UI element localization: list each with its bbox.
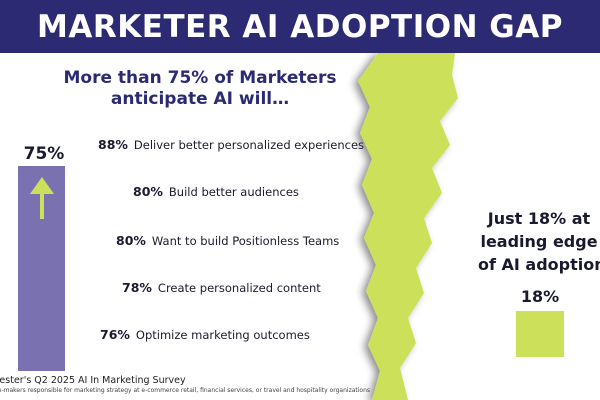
item-text: Want to build Positionless Teams bbox=[151, 234, 340, 248]
callout-line-2: leading edge bbox=[480, 232, 598, 251]
item-text: Build better audiences bbox=[168, 185, 299, 199]
footer-note: on-makers responsible for marketing stra… bbox=[0, 387, 371, 394]
page-title: MARKETER AI ADOPTION GAP bbox=[37, 8, 563, 45]
callout-text: Just 18% at leading edge of AI adoption bbox=[478, 207, 600, 276]
subtitle-line-1: More than 75% of Marketers bbox=[63, 68, 337, 88]
subtitle: More than 75% of Marketers anticipate AI… bbox=[50, 68, 350, 110]
item-text: Deliver better personalized experiences bbox=[133, 138, 365, 152]
footer-source: rrester's Q2 2025 AI In Marketing Survey bbox=[0, 375, 186, 386]
crack-divider bbox=[358, 53, 458, 400]
item-percent: 88% bbox=[98, 137, 128, 152]
callout-line-3: of AI adoption bbox=[478, 255, 600, 274]
list-item: 88% Deliver better personalized experienc… bbox=[98, 137, 364, 152]
list-item: 80% Build better audiences bbox=[133, 184, 299, 199]
item-percent: 80% bbox=[116, 233, 146, 248]
bar-label-green: 18% bbox=[520, 287, 560, 306]
item-text: Create personalized content bbox=[157, 281, 321, 295]
arrow-up-icon bbox=[30, 177, 54, 219]
title-banner: MARKETER AI ADOPTION GAP bbox=[0, 0, 600, 53]
list-item: 76% Optimize marketing outcomes bbox=[100, 327, 310, 342]
subtitle-line-2: anticipate AI will… bbox=[110, 89, 290, 109]
item-percent: 76% bbox=[100, 327, 130, 342]
item-percent: 78% bbox=[122, 280, 152, 295]
bar-label-purple: 75% bbox=[23, 144, 65, 164]
footer: rrester's Q2 2025 AI In Marketing Survey… bbox=[0, 376, 460, 396]
list-item: 80% Want to build Positionless Teams bbox=[116, 233, 339, 248]
bar-green bbox=[516, 311, 564, 357]
item-text: Optimize marketing outcomes bbox=[135, 328, 310, 342]
callout-line-1: Just 18% at bbox=[487, 209, 591, 228]
list-item: 78% Create personalized content bbox=[122, 280, 321, 295]
item-percent: 80% bbox=[133, 184, 163, 199]
crack-shape bbox=[358, 53, 458, 400]
